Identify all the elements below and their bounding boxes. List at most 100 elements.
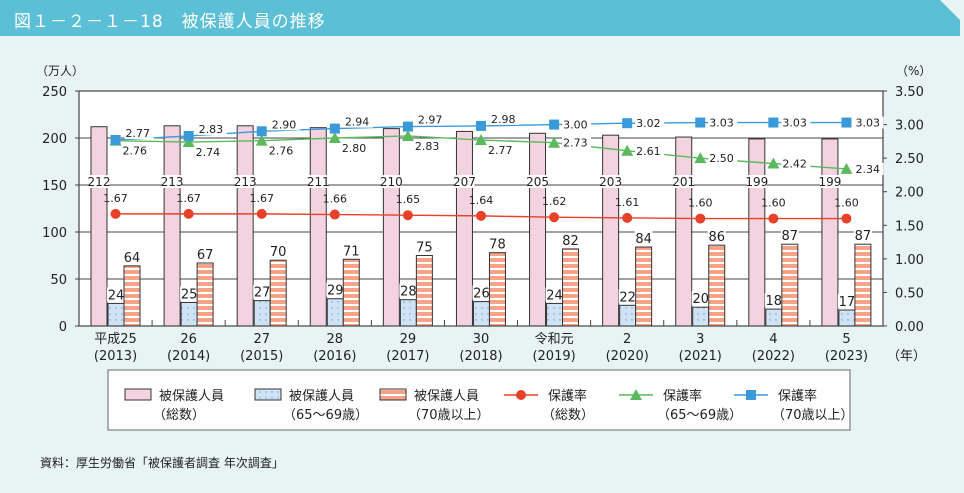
legend-sublabel: （70歳以上） [772,408,854,423]
rate-65-69-label: 2.77 [488,144,513,157]
x-tick-label-year: (2014) [167,349,210,364]
line-label-bg [197,122,227,135]
bar-70-plus-label: 71 [343,244,360,259]
line-label-bg [121,144,151,157]
legend-sublabel: （総数） [153,408,205,423]
bar-label-bg [162,175,183,188]
rate-total-marker [183,208,194,219]
bar-label-bg [488,236,507,251]
legend-marker-rate-total [516,390,526,400]
x-tick-label-year: (2021) [679,349,722,364]
y-right-tick-label: 1.50 [895,219,924,234]
bar-total-label: 213 [161,175,184,189]
legend-sublabel: （総数） [542,408,594,423]
bar-65-69-label: 22 [619,290,636,305]
legend [107,369,851,431]
rate-total-marker [695,213,706,224]
bar-70-plus [269,259,287,327]
bar-65-69-label: 24 [108,288,125,303]
bar-label-bg [196,247,215,262]
rate-total-label: 1.66 [323,193,348,206]
bar-label-bg [691,291,710,306]
bar-65-69 [399,299,417,327]
legend-label: 被保護人員 [159,388,224,404]
rate-65-69-marker [548,136,561,148]
x-tick-label-year: (2015) [240,349,283,364]
rate-65-69-marker [255,134,268,146]
rate-70-plus-label: 2.90 [272,118,297,131]
rate-70-plus-marker [476,120,486,131]
bar-total [455,130,473,327]
rate-65-69-label: 2.50 [709,152,734,165]
bar-65-69-label: 18 [766,294,783,309]
bar-total-label: 205 [526,175,549,189]
bar-total-label: 212 [88,175,111,189]
rate-65-69-label: 2.76 [123,145,148,158]
bar-label-bg [618,289,637,304]
y-right-tick-label: 3.00 [895,119,924,134]
y-left-tick-label: 0 [59,320,67,335]
x-tick-label: 30 [473,332,490,347]
bar-65-69-label: 17 [839,295,856,310]
x-axis-unit: （年） [887,349,926,364]
line-label-bg [340,142,370,154]
legend-label: 保護率 [778,388,817,404]
rate-65-69-label: 2.61 [636,145,661,158]
line-label-bg [562,118,592,131]
x-tick-label: 26 [180,332,197,347]
bar-total-label: 211 [307,175,330,189]
bar-65-69-label: 25 [181,288,198,303]
chart-title: 図１－２－１－18 被保護人員の推移 [14,12,326,32]
rate-65-69-marker [182,136,195,148]
bar-label-bg [326,282,345,297]
legend-label: 保護率 [663,388,702,404]
bar-65-69 [546,302,564,327]
line-label-bg [635,144,665,157]
bar-70-plus-label: 75 [416,241,433,256]
rate-total-label: 1.61 [615,196,640,209]
line-label-bg [562,136,592,149]
rate-total-label: 1.65 [396,193,421,206]
title-bar [0,0,960,36]
bar-label-bg [545,287,564,302]
rate-70-plus-label: 3.02 [636,117,661,130]
rate-65-69-marker [621,144,634,156]
plot-border [78,90,884,327]
rate-65-69-label: 2.73 [563,137,588,150]
rate-65-69-label: 2.42 [782,158,807,171]
bar-65-69-label: 24 [546,288,563,303]
rate-65-69-marker [328,132,341,143]
y-right-tick-label: 2.50 [895,152,924,167]
bar-65-69 [472,301,490,327]
line-label-bg [708,152,738,165]
bar-70-plus-label: 87 [782,229,799,244]
bar-total-label: 201 [672,175,695,189]
y-left-tick-label: 150 [42,179,67,194]
bar-65-69 [107,302,125,327]
bar-label-bg [764,293,783,308]
bar-label-bg [673,175,694,188]
bar-label-bg [381,175,402,188]
bar-label-bg [107,287,125,302]
y-right-tick-label: 0.00 [895,320,924,335]
rate-70-plus-marker [183,130,194,141]
legend-marker-rate-70-plus [746,390,756,400]
bar-65-69 [253,300,271,327]
bar-70-plus-label: 67 [197,248,214,263]
x-tick-label: 2 [623,332,631,347]
legend-label: 被保護人員 [289,388,354,404]
bar-65-69 [326,298,344,327]
bar-total [748,138,766,327]
bar-total [529,132,547,327]
legend-box [107,369,851,431]
bar-65-69 [180,302,198,327]
bar-label-bg [600,175,621,188]
rate-70-plus-label: 2.77 [126,127,151,140]
bar-label-bg [819,175,840,188]
bar-total-label: 210 [380,175,403,189]
rate-total-label: 1.67 [249,192,274,205]
bar-label-bg [308,175,329,188]
rate-70-plus-label: 2.83 [199,123,224,136]
y-right-tick-label: 0.50 [895,286,924,301]
x-tick-label-year: (2022) [752,349,795,364]
